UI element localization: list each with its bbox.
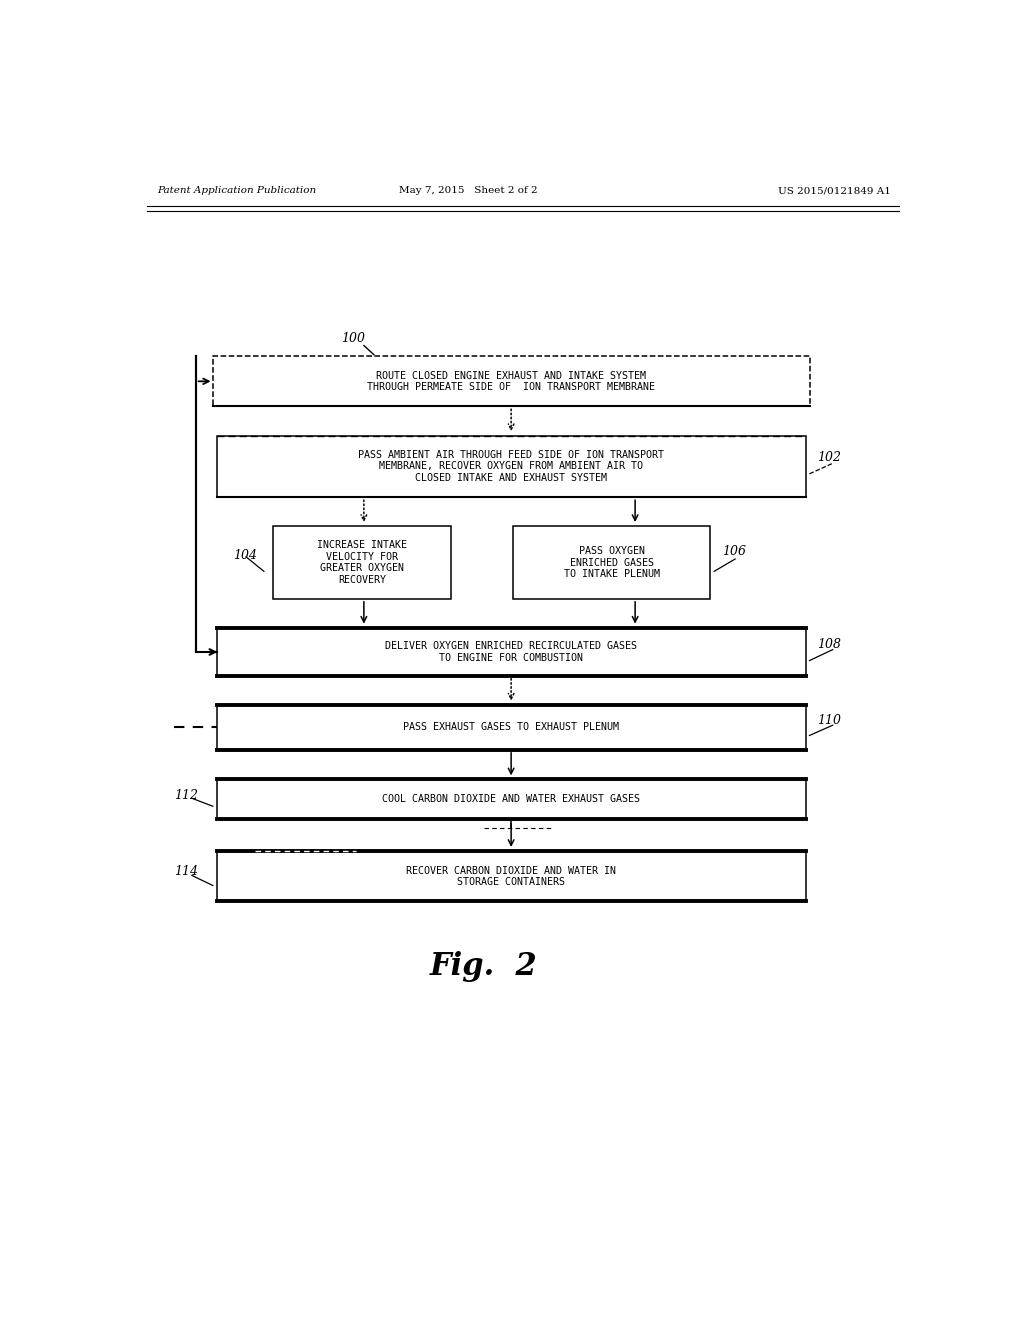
Text: COOL CARBON DIOXIDE AND WATER EXHAUST GASES: COOL CARBON DIOXIDE AND WATER EXHAUST GA… (382, 795, 640, 804)
Bar (216, 436, 805, 498)
Bar (513, 527, 709, 599)
Text: Fig.  2: Fig. 2 (430, 952, 537, 982)
Text: INCREASE INTAKE
VELOCITY FOR
GREATER OXYGEN
RECOVERY: INCREASE INTAKE VELOCITY FOR GREATER OXY… (317, 540, 407, 585)
Text: 104: 104 (232, 549, 257, 562)
Bar (216, 851, 805, 902)
Text: 110: 110 (816, 714, 841, 727)
Text: PASS OXYGEN
ENRICHED GASES
TO INTAKE PLENUM: PASS OXYGEN ENRICHED GASES TO INTAKE PLE… (564, 546, 659, 579)
Text: 106: 106 (721, 545, 745, 558)
Text: PASS EXHAUST GASES TO EXHAUST PLENUM: PASS EXHAUST GASES TO EXHAUST PLENUM (403, 722, 619, 733)
Text: PASS AMBIENT AIR THROUGH FEED SIDE OF ION TRANSPORT
MEMBRANE, RECOVER OXYGEN FRO: PASS AMBIENT AIR THROUGH FEED SIDE OF IO… (358, 450, 663, 483)
Text: 114: 114 (174, 865, 198, 878)
Text: May 7, 2015   Sheet 2 of 2: May 7, 2015 Sheet 2 of 2 (398, 186, 537, 195)
Text: 100: 100 (340, 331, 364, 345)
Text: US 2015/0121849 A1: US 2015/0121849 A1 (777, 186, 890, 195)
Bar (216, 628, 805, 676)
Bar (216, 705, 805, 750)
Bar (213, 356, 809, 407)
Text: 112: 112 (174, 788, 198, 801)
Bar (273, 527, 451, 599)
Bar (216, 779, 805, 818)
Text: ROUTE CLOSED ENGINE EXHAUST AND INTAKE SYSTEM
THROUGH PERMEATE SIDE OF  ION TRAN: ROUTE CLOSED ENGINE EXHAUST AND INTAKE S… (367, 371, 654, 392)
Text: Patent Application Publication: Patent Application Publication (157, 186, 316, 195)
Text: 102: 102 (816, 450, 841, 463)
Text: RECOVER CARBON DIOXIDE AND WATER IN
STORAGE CONTAINERS: RECOVER CARBON DIOXIDE AND WATER IN STOR… (406, 866, 615, 887)
Text: DELIVER OXYGEN ENRICHED RECIRCULATED GASES
TO ENGINE FOR COMBUSTION: DELIVER OXYGEN ENRICHED RECIRCULATED GAS… (385, 642, 637, 663)
Text: 108: 108 (816, 639, 841, 651)
